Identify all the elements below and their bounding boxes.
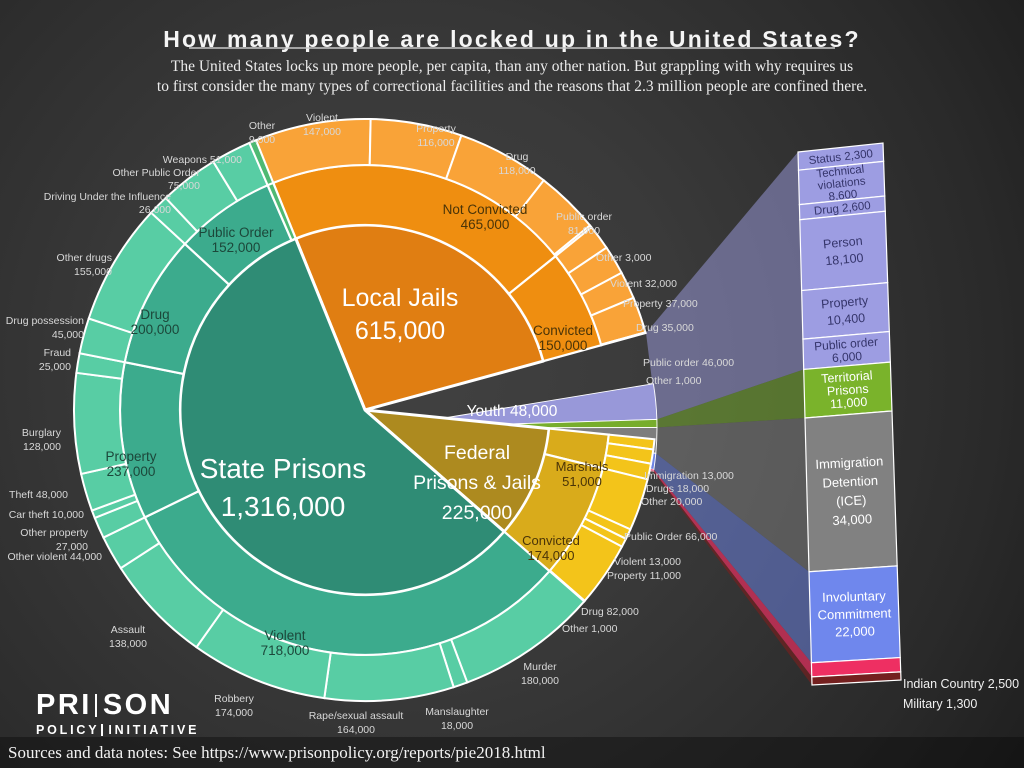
subtitle-line-1: The United States locks up more people, … [170, 58, 854, 75]
detail-bar: Status 2,300Technicalviolations8,600Drug… [797, 142, 902, 686]
label-local-jails-615k: Local Jails 615,000 [342, 284, 459, 345]
fan-connectors [646, 152, 812, 685]
label-marshals-51k: Marshals 51,000 [556, 459, 609, 489]
label-property-116k: Property 116,000 [416, 123, 456, 149]
label-drug-possession-45k: Drug possession 45,000 [6, 315, 84, 341]
logo-policy-initiative-text: POLICY INITIATIVE [36, 723, 199, 737]
label-other-property-27k: Other property 27,000 [20, 527, 88, 553]
label-other-1k-fed: Other 1,000 [562, 623, 618, 635]
label-state-property-237k: Property 237,000 [105, 449, 156, 479]
fan-involuntary [653, 453, 812, 663]
label-fraud-25k: Fraud 25,000 [39, 347, 71, 373]
logo-text-pri: PRI [36, 689, 92, 721]
fan-indian-country [653, 469, 812, 677]
label-manslaughter-18k: Manslaughter 18,000 [425, 706, 489, 732]
bar-segment-person [799, 210, 889, 292]
bar-segment-immigration-detention [804, 410, 898, 573]
label-public-order-81k: Public order 81,000 [556, 211, 613, 237]
label-other-3k: Other 3,000 [596, 252, 652, 264]
pie-rings [73, 118, 656, 702]
label-state-prisons-1316k: State Prisons 1,316,000 [200, 453, 367, 522]
label-public-order-46k: Public order 46,000 [643, 357, 734, 369]
outer-jc-other [599, 331, 647, 347]
bar-label-immigration-detention: ImmigrationDetention(ICE)34,000 [815, 453, 887, 528]
label-murder-180k: Murder 180,000 [521, 661, 559, 687]
logo-bar2-icon [101, 724, 104, 736]
prison-policy-initiative-logo: PRI SON POLICY INITIATIVE [36, 691, 199, 738]
label-assault-138k: Assault 138,000 [109, 624, 147, 650]
label-not-convicted-465k: Not Convicted 465,000 [443, 202, 528, 232]
fan-youth [646, 152, 804, 420]
logo-bar-icon [94, 694, 97, 717]
logo-text-policy: POLICY [36, 723, 100, 737]
bar-segment-military [811, 671, 902, 686]
bottom-strip [0, 737, 1024, 768]
label-youth-48k: Youth 48,000 [467, 403, 558, 420]
label-violent-32k: Violent 32,000 [610, 278, 677, 290]
label-drug-35k: Drug 35,000 [636, 322, 694, 334]
title-rule [189, 47, 835, 49]
logo-prison-text: PRI SON [36, 691, 199, 720]
bar-segment-property-youth [801, 281, 890, 340]
fan-military [653, 471, 812, 685]
chart-labels: Other 9,000 Violent 147,000 Property 116,000 D… [6, 112, 1019, 736]
logo-text-son: SON [102, 689, 174, 721]
label-other-9000: Other 9,000 [249, 120, 276, 146]
label-theft-48k: Theft 48,000 [9, 489, 68, 501]
subtitle-line-2: to first consider the many types of corr… [156, 78, 868, 95]
bar-label-involuntary-commitment: InvoluntaryCommitment22,000 [817, 588, 893, 640]
label-dui-26k: Driving Under the Influence 26,000 [44, 191, 171, 216]
logo-text-initiative: INITIATIVE [108, 723, 200, 737]
bar-label-drug-youth: Drug 2,600 [813, 200, 871, 218]
label-drug-118k: Drug 118,000 [498, 151, 535, 177]
label-burglary-128k: Burglary 128,000 [22, 427, 62, 453]
label-other-public-order-75k: Other Public Order 75,000 [112, 167, 200, 192]
label-federal-225k: Federal Prisons & Jails 225,000 [413, 442, 541, 524]
label-drugs-18k: Drugs 18,000 [646, 483, 709, 495]
label-weapons-51k: Weapons 51,000 [163, 154, 242, 166]
label-state-violent-718k: Violent 718,000 [261, 628, 310, 658]
bar-label-property-youth: Property10,400 [821, 293, 871, 328]
label-other-violent-44k: Other violent 44,000 [7, 551, 102, 563]
label-property-37k: Property 37,000 [623, 298, 698, 310]
subtitle: The United States locks up more people, … [0, 57, 1024, 97]
label-immigration-13k: Immigration 13,000 [644, 470, 734, 482]
label-other-20k: Other 20,000 [641, 496, 702, 508]
label-other-drugs-155k: Other drugs 155,000 [57, 252, 113, 278]
bar-label-person: Person18,100 [822, 234, 864, 269]
label-state-drug-200k: Drug 200,000 [131, 307, 180, 337]
label-indian-country-2500: Indian Country 2,500 [903, 677, 1019, 691]
label-drug-82k: Drug 82,000 [581, 606, 639, 618]
label-violent-147k: Violent 147,000 [303, 112, 341, 138]
fan-territorial [656, 369, 805, 428]
label-military-1300: Military 1,300 [903, 697, 977, 711]
bar-label-territorial-prisons: TerritorialPrisons11,000 [821, 368, 875, 411]
label-fed-convicted-174k: Convicted 174,000 [522, 533, 580, 563]
label-car-theft-10k: Car theft 10,000 [9, 509, 84, 521]
label-rape-164k: Rape/sexual assault 164,000 [309, 710, 404, 736]
label-robbery-174k: Robbery 174,000 [214, 693, 254, 719]
bar-label-technical-violations: Technicalviolations8,600 [816, 164, 868, 205]
label-public-order-66k: Public Order 66,000 [624, 531, 718, 543]
label-jail-convicted-150k: Convicted 150,000 [533, 323, 593, 353]
label-other-1k-jail: Other 1,000 [646, 375, 702, 387]
label-property-11k: Property 11,000 [607, 570, 681, 582]
fan-ice [655, 417, 810, 572]
label-violent-13k: Violent 13,000 [614, 556, 681, 568]
outer-o-other [248, 138, 275, 187]
bar-label-public-order-youth: Public order6,000 [814, 335, 880, 367]
page-title: How many people are locked up in the Uni… [163, 26, 861, 53]
source-note: Sources and data notes: See https://www.… [8, 743, 546, 762]
label-state-public-order-152k: Public Order 152,000 [198, 225, 274, 255]
